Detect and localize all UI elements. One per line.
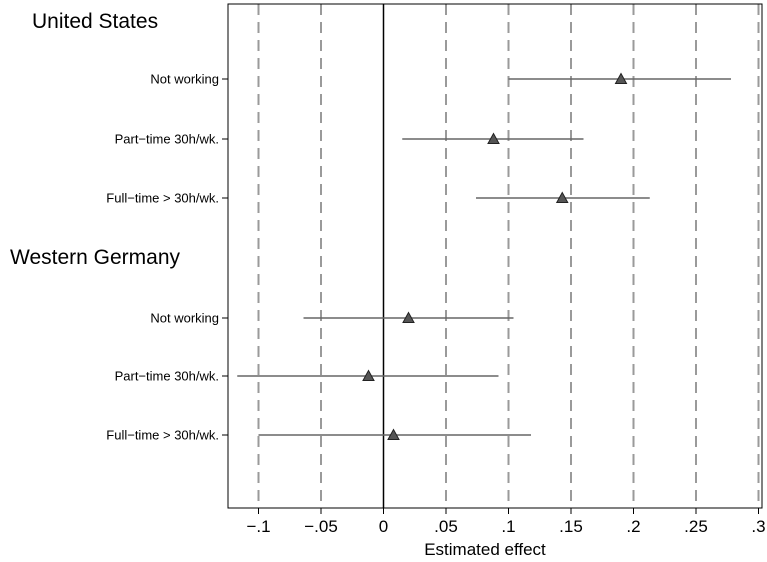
x-tick-label: −.1 — [246, 517, 270, 536]
x-tick-label: 0 — [379, 517, 388, 536]
x-axis-title: Estimated effect — [424, 540, 546, 559]
category-label: Part−time 30h/wk. — [115, 369, 219, 384]
point-estimate — [487, 132, 500, 144]
point-estimate — [555, 191, 569, 203]
group-label-united-states: United States — [32, 10, 159, 33]
x-tick-label: −.05 — [304, 517, 338, 536]
category-label: Full−time > 30h/wk. — [106, 428, 219, 443]
point-estimate — [362, 369, 375, 381]
category-label: Full−time > 30h/wk. — [106, 191, 219, 206]
category-label: Part−time 30h/wk. — [115, 132, 219, 147]
x-tick-label: .15 — [559, 517, 583, 536]
plot-frame — [227, 3, 763, 509]
point-estimate — [387, 428, 400, 440]
x-tick-label: .1 — [501, 517, 515, 536]
grid-layer — [257, 4, 760, 508]
point-estimate — [614, 72, 628, 84]
x-axis: −.1 −.05 0 .05 .1 .15 .2 .25 .3 — [246, 508, 766, 536]
x-tick-label: .3 — [751, 517, 765, 536]
category-label: Not working — [150, 72, 219, 87]
x-tick-label: .2 — [626, 517, 640, 536]
x-tick-label: .25 — [684, 517, 708, 536]
group-label-western-germany: Western Germany — [10, 246, 180, 269]
x-tick-label: .05 — [434, 517, 458, 536]
point-estimate — [402, 311, 415, 323]
category-label: Not working — [150, 311, 219, 326]
rows-layer: Not working Part−time 30h/wk. Full−time > … — [106, 72, 731, 443]
